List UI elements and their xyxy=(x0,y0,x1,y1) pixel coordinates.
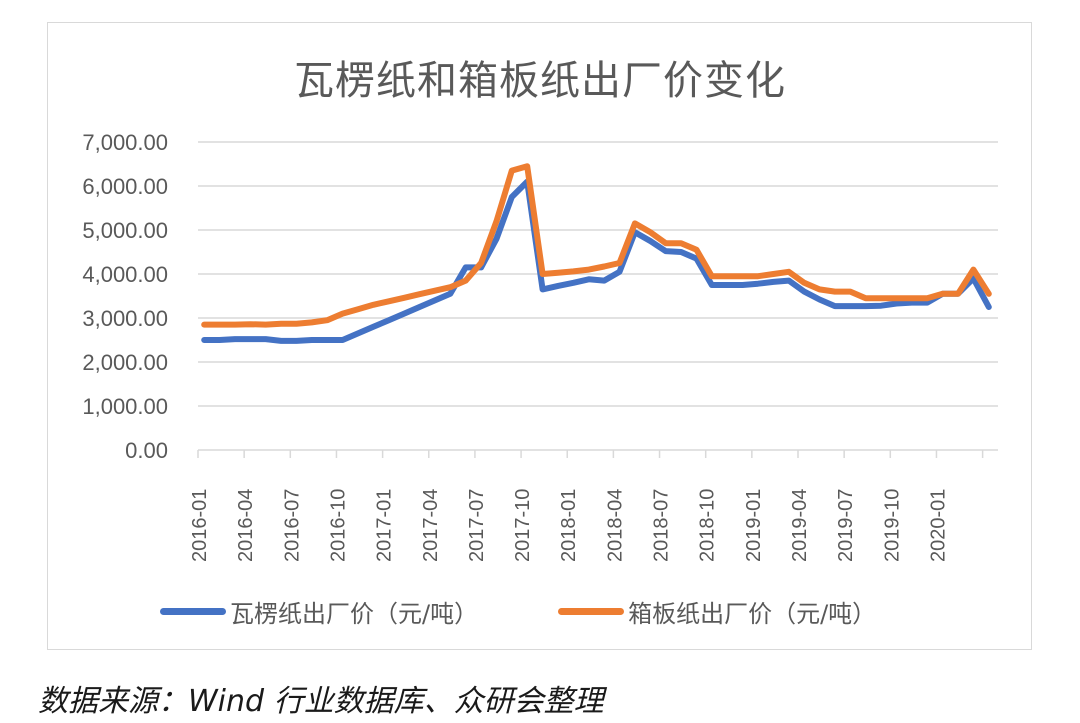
series-lines xyxy=(201,163,992,344)
x-tick-label: 2020-01 xyxy=(927,489,949,562)
x-tick-label: 2016-10 xyxy=(327,489,349,562)
y-tick-label: 6,000.00 xyxy=(82,174,168,199)
gridlines xyxy=(198,141,998,451)
x-tick-label: 2016-01 xyxy=(189,489,211,562)
x-tick-label: 2019-07 xyxy=(835,489,857,562)
legend: 瓦楞纸出厂价（元/吨） 箱板纸出厂价（元/吨） xyxy=(160,594,956,629)
legend-label: 瓦楞纸出厂价（元/吨） xyxy=(230,600,479,628)
y-tick-label: 3,000.00 xyxy=(82,306,168,331)
x-tick-label: 2018-07 xyxy=(651,489,673,562)
chart-frame xyxy=(47,22,1032,650)
x-tick-label: 2016-04 xyxy=(235,489,257,562)
x-tick-label: 2019-01 xyxy=(743,489,765,562)
x-tick-label: 2017-10 xyxy=(512,489,534,562)
y-tick-label: 5,000.00 xyxy=(82,218,168,243)
series-line-boxboard xyxy=(201,163,992,328)
legend-label: 箱板纸出厂价（元/吨） xyxy=(628,600,877,628)
x-tick-label: 2017-04 xyxy=(420,489,442,562)
y-axis: 0.00 1,000.00 2,000.00 3,000.00 4,000.00 5,00… xyxy=(82,130,168,463)
x-tick-label: 2016-07 xyxy=(281,489,303,562)
y-tick-label: 7,000.00 xyxy=(82,130,168,155)
legend-item-boxboard: 箱板纸出厂价（元/吨） xyxy=(558,594,876,629)
x-tick-label: 2019-04 xyxy=(789,489,811,562)
x-tick-label: 2018-10 xyxy=(697,489,719,562)
y-tick-label: 0.00 xyxy=(125,438,168,463)
legend-swatch-orange xyxy=(558,608,625,615)
x-tick-label: 2018-04 xyxy=(604,489,626,562)
y-tick-label: 1,000.00 xyxy=(82,394,168,419)
source-note: 数据来源：Wind 行业数据库、众研会整理 xyxy=(38,684,604,719)
x-tick-label: 2019-10 xyxy=(881,489,903,562)
legend-item-corrugated: 瓦楞纸出厂价（元/吨） xyxy=(160,594,478,629)
x-axis: 2016-01 2016-04 2016-07 2016-10 2017-01 2017-… xyxy=(189,450,984,562)
chart-title: 瓦楞纸和箱板纸出厂价变化 xyxy=(294,58,786,104)
x-tick-label: 2017-01 xyxy=(374,489,396,562)
x-tick-label: 2018-01 xyxy=(558,489,580,562)
x-tick-label: 2017-07 xyxy=(466,489,488,562)
series-line-corrugated xyxy=(201,178,992,344)
legend-swatch-blue xyxy=(160,608,226,615)
y-tick-label: 4,000.00 xyxy=(82,262,168,287)
y-tick-label: 2,000.00 xyxy=(82,350,168,375)
